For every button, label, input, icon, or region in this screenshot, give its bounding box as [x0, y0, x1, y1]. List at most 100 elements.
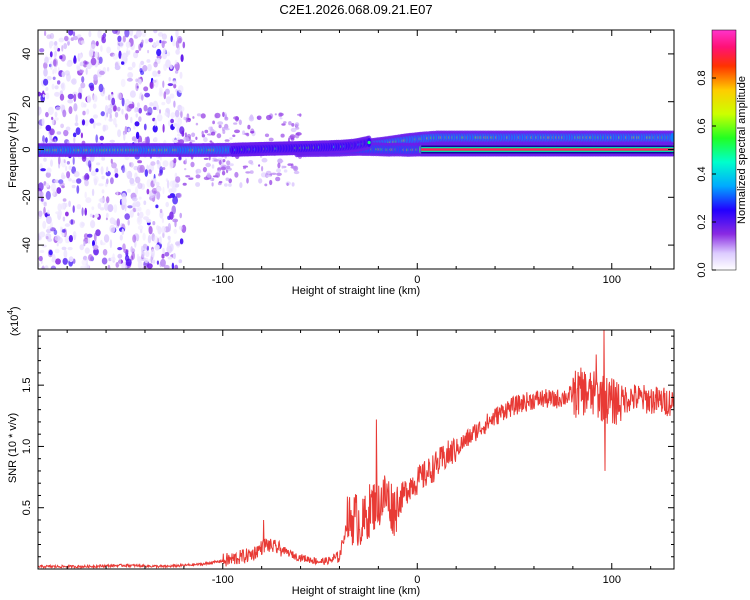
spectrogram-noise-cell — [152, 259, 156, 264]
spectrogram-noise-cell — [176, 192, 182, 199]
spectrogram-noise-cell — [66, 161, 70, 165]
spectrogram-noise-cell — [47, 209, 50, 215]
spectrogram-noise-cell — [136, 102, 140, 108]
spectrogram-noise-cell — [135, 113, 138, 118]
spectrogram-noise-cell — [146, 263, 153, 269]
spectrogram-noise-cell — [85, 257, 88, 266]
spectrogram-noise-cell — [250, 131, 255, 134]
spectrogram-noise-cell — [217, 121, 224, 125]
spectrogram-noise-cell — [54, 111, 58, 118]
spectrogram-noise-cell — [118, 50, 122, 59]
spectrogram-noise-cell — [62, 109, 67, 118]
spectrogram-noise-cell — [124, 30, 130, 38]
spectrogram-noise-cell — [63, 159, 66, 164]
spectrogram-noise-cell — [61, 45, 64, 52]
spectrogram-noise-cell — [238, 119, 242, 126]
spectrogram-noise-cell — [68, 200, 71, 207]
spectrogram-noise-cell — [141, 39, 144, 45]
snr-x-tick-label: -100 — [212, 574, 234, 586]
spectrogram-noise-cell — [185, 158, 187, 165]
spectrogram-noise-cell — [137, 164, 143, 174]
spectrogram-noise-cell — [101, 257, 108, 265]
spectrogram-noise-cell — [167, 256, 173, 260]
spectrogram-noise-cell — [56, 242, 59, 247]
spectrogram-noise-cell — [102, 249, 108, 256]
spectrogram-noise-cell — [45, 190, 51, 200]
snr-y-tick-label: 0.5 — [21, 500, 33, 515]
spectrogram-noise-cell — [73, 171, 80, 178]
snr-line-layer — [38, 330, 674, 569]
spectrogram-noise-cell — [77, 92, 82, 99]
spectrogram-noise-cell — [38, 182, 44, 191]
spectrogram-noise-cell — [45, 183, 50, 188]
spectrogram-noise-cell — [195, 168, 202, 174]
spectrogram-noise-cell — [218, 124, 222, 129]
spectrogram-noise-cell — [102, 124, 106, 132]
spectrogram-noise-cell — [76, 204, 82, 210]
spectrogram-noise-cell — [112, 253, 115, 261]
spectrogram-noise-cell — [80, 265, 87, 269]
spectrogram-noise-cell — [113, 117, 117, 126]
spectrogram-noise-cell — [80, 132, 83, 139]
spectrogram-noise-cell — [146, 59, 151, 63]
spectrogram-noise-cell — [212, 157, 217, 160]
spectrogram-noise-cell — [87, 237, 91, 244]
spectrogram-noise-cell — [167, 83, 174, 87]
spectrogram-noise-cell — [295, 132, 302, 136]
spectrogram-noise-cell — [106, 166, 109, 173]
spectrogram-noise-cell — [73, 136, 76, 144]
snr-plot-area — [38, 330, 674, 569]
spectrogram-noise-cell — [150, 161, 156, 166]
spectrogram-noise-cell — [167, 235, 171, 240]
spectrogram-noise-cell — [180, 110, 183, 118]
spectrogram-noise-cell — [258, 164, 261, 167]
spectrogram-noise-cell — [105, 170, 111, 177]
spectrogram-noise-cell — [224, 183, 228, 187]
spectrogram-noise-cell — [125, 50, 129, 57]
spectrogram-noise-cell — [156, 186, 162, 192]
spectrogram-noise-cell — [100, 111, 106, 117]
spectrogram-noise-cell — [57, 210, 62, 217]
spectrogram-noise-cell — [147, 235, 152, 244]
spectrogram-noise-cell — [249, 170, 254, 174]
spectrogram-noise-cell — [111, 162, 117, 169]
spectrogram-noise-cell — [295, 126, 300, 130]
spectrogram-noise-cell — [226, 160, 231, 166]
spectrogram-noise-cell — [42, 220, 47, 229]
spectrogram-noise-cell — [177, 85, 184, 94]
spectrogram-noise-cell — [154, 73, 161, 77]
spectrogram-noise-cell — [153, 235, 159, 244]
spectrogram-noise-cell — [91, 188, 95, 197]
spectrogram-noise-cell — [135, 30, 142, 38]
spectrogram-noise-cell — [185, 175, 191, 178]
spectrogram-noise-cell — [155, 181, 160, 187]
spectrogram-noise-cell — [170, 35, 173, 43]
spectrogram-noise-cell — [46, 167, 52, 174]
spectrogram-noise-cell — [280, 133, 285, 138]
spectrogram-noise-cell — [121, 108, 124, 115]
spectrogram-noise-cell — [144, 92, 151, 98]
spectrogram-noise-cell — [90, 170, 97, 177]
spectrogram-y-label: Frequency (Hz) — [7, 112, 19, 188]
spectrogram-noise-cell — [38, 106, 42, 115]
spectrogram-noise-cell — [137, 182, 143, 189]
spectrogram-noise-cell — [51, 138, 56, 142]
spectrogram-noise-cell — [125, 113, 129, 121]
spectrogram-noise-cell — [124, 125, 128, 135]
spectrogram-x-tick-label: 0 — [414, 274, 420, 286]
spectrogram-noise-cell — [117, 253, 123, 259]
spectrogram-noise-cell — [113, 204, 118, 213]
spectrogram-trace — [418, 142, 674, 157]
spectrogram-noise-cell — [156, 57, 161, 65]
spectrogram-noise-cell — [162, 48, 167, 55]
spectrogram-noise-cell — [245, 171, 251, 174]
spectrogram-noise-cell — [51, 83, 55, 90]
spectrogram-noise-cell — [81, 76, 85, 83]
spectrogram-noise-cell — [144, 38, 149, 44]
spectrogram-noise-cell — [165, 96, 171, 105]
spectrogram-noise-cell — [119, 234, 123, 241]
spectrogram-noise-cell — [162, 160, 169, 168]
spectrogram-noise-cell — [98, 56, 103, 64]
colorbar-tick-label: 0.6 — [696, 118, 708, 133]
spectrogram-noise-cell — [54, 117, 59, 121]
